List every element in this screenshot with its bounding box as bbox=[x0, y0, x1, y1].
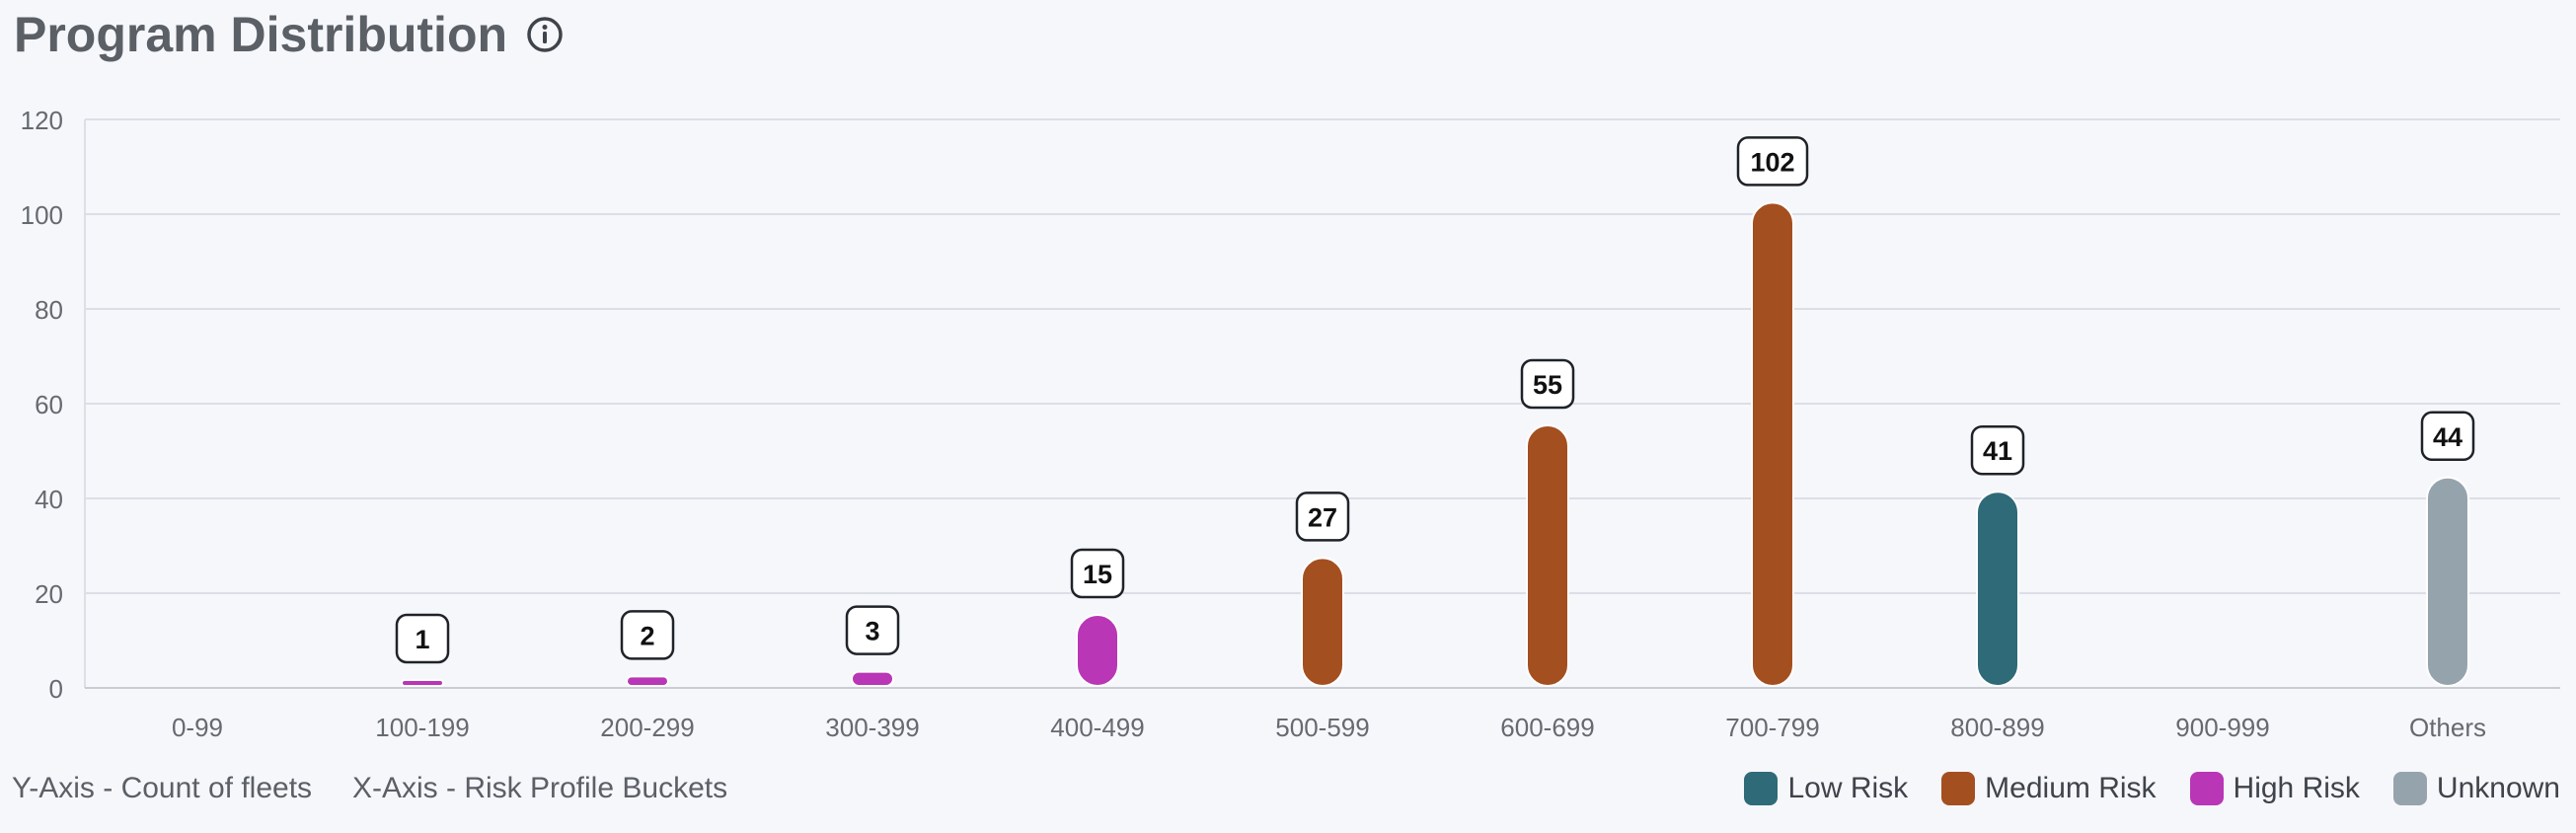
legend-label-medium-risk: Medium Risk bbox=[1985, 772, 2157, 804]
x-tick-label: 700-799 bbox=[1725, 713, 1819, 742]
x-tick-label: 800-899 bbox=[1950, 713, 2044, 742]
x-tick-label: 0-99 bbox=[172, 713, 223, 742]
bar bbox=[1751, 201, 1794, 687]
data-label: 2 bbox=[640, 621, 654, 650]
bar bbox=[1076, 614, 1119, 687]
y-tick-label: 60 bbox=[35, 390, 63, 419]
y-tick-label: 80 bbox=[35, 295, 63, 325]
data-label: 15 bbox=[1083, 560, 1112, 589]
legend-swatch-high-risk bbox=[2189, 772, 2224, 805]
x-tick-label: 500-599 bbox=[1275, 713, 1369, 742]
page-title: Program Distribution bbox=[14, 7, 508, 62]
y-tick-label: 100 bbox=[21, 200, 63, 230]
data-label: 102 bbox=[1750, 147, 1794, 177]
legend-swatch-unknown bbox=[2392, 772, 2427, 805]
bar bbox=[1301, 557, 1344, 688]
x-tick-label: 200-299 bbox=[600, 713, 694, 742]
data-label-box bbox=[395, 613, 450, 664]
data-label-box bbox=[1736, 136, 1809, 187]
bar bbox=[851, 670, 894, 687]
bar-chart: 0 20 40 60 80 100 120 0-99 100-199 1 200-299 2 300-3… bbox=[21, 106, 2560, 742]
data-label-box bbox=[1070, 548, 1125, 599]
data-label-box bbox=[1520, 358, 1575, 410]
data-label: 1 bbox=[415, 625, 429, 654]
bar bbox=[1976, 491, 2019, 688]
bar bbox=[2426, 476, 2469, 687]
legend-item-high-risk[interactable]: High Risk bbox=[2189, 772, 2360, 805]
x-tick-label: 300-399 bbox=[825, 713, 919, 742]
data-label-box bbox=[1970, 424, 2025, 476]
legend-label-unknown: Unknown bbox=[2436, 772, 2560, 804]
data-label: 27 bbox=[1308, 502, 1337, 532]
bar bbox=[626, 675, 669, 688]
legend-item-low-risk[interactable]: Low Risk bbox=[1744, 772, 1908, 805]
info-circle-icon[interactable] bbox=[525, 15, 565, 54]
data-label-box bbox=[845, 605, 900, 655]
x-tick-label: 900-999 bbox=[2175, 713, 2269, 742]
x-tick-label: 100-199 bbox=[375, 713, 469, 742]
data-label: 41 bbox=[1983, 436, 2012, 466]
y-tick-label: 0 bbox=[49, 674, 63, 704]
data-label-box bbox=[620, 610, 675, 660]
y-tick-label: 120 bbox=[21, 106, 63, 135]
x-tick-label: Others bbox=[2409, 713, 2486, 742]
legend-item-unknown[interactable]: Unknown bbox=[2392, 772, 2560, 805]
y-axis-note: Y-Axis - Count of fleets bbox=[12, 772, 313, 804]
legend-label-low-risk: Low Risk bbox=[1787, 772, 1909, 804]
legend: Low Risk Medium Risk High Risk Unknown bbox=[1744, 772, 2560, 805]
x-tick-label: 600-699 bbox=[1500, 713, 1594, 742]
legend-item-medium-risk[interactable]: Medium Risk bbox=[1941, 772, 2157, 805]
y-tick-label: 20 bbox=[35, 579, 63, 609]
y-tick-label: 40 bbox=[35, 485, 63, 514]
data-label-box bbox=[1295, 492, 1350, 542]
legend-swatch-medium-risk bbox=[1941, 772, 1976, 805]
data-label: 44 bbox=[2433, 422, 2462, 452]
x-axis-note: X-Axis - Risk Profile Buckets bbox=[352, 772, 728, 804]
chart-header: Program Distribution bbox=[14, 6, 565, 63]
bar bbox=[1526, 424, 1569, 687]
data-label: 3 bbox=[865, 617, 879, 646]
legend-label-high-risk: High Risk bbox=[2233, 772, 2360, 804]
data-label-box bbox=[2420, 411, 2475, 462]
bar bbox=[401, 679, 444, 687]
legend-swatch-low-risk bbox=[1744, 772, 1779, 805]
data-label: 55 bbox=[1533, 370, 1562, 400]
x-tick-label: 400-499 bbox=[1050, 713, 1144, 742]
